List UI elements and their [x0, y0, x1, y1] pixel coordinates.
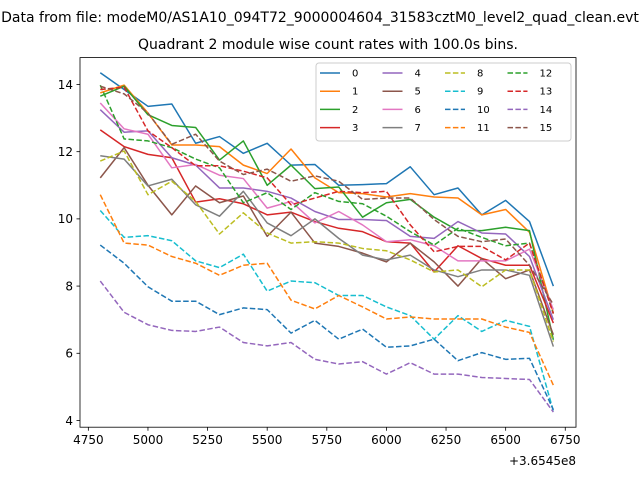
series-line-7	[100, 154, 555, 347]
y-tick-label: 8	[65, 279, 73, 293]
legend-label-8: 8	[477, 69, 483, 80]
y-tick-label: 6	[65, 347, 73, 361]
series-line-3	[99, 129, 555, 324]
legend-label-7: 7	[415, 123, 421, 134]
series-line-15	[100, 85, 554, 305]
legend-box	[315, 62, 572, 142]
y-tick-label: 10	[58, 212, 73, 226]
series-line-4	[99, 109, 555, 320]
x-tick-label: 5500	[252, 433, 283, 447]
legend-label-14: 14	[540, 105, 553, 116]
legend-label-4: 4	[415, 69, 421, 80]
legend-label-1: 1	[352, 87, 358, 98]
legend-label-13: 13	[540, 87, 553, 98]
legend-label-5: 5	[415, 87, 421, 98]
series-line-12	[99, 84, 555, 314]
x-tick-label: 6500	[490, 433, 521, 447]
x-tick-label: 6250	[431, 433, 462, 447]
axes-frame	[79, 57, 577, 428]
series-line-14	[99, 280, 554, 413]
series-line-6	[99, 102, 555, 310]
series-line-13	[100, 86, 555, 314]
legend-label-11: 11	[477, 123, 490, 134]
x-offset-label: +3.6545e8	[509, 454, 576, 468]
series-line-0	[99, 72, 555, 287]
series-line-11	[99, 194, 555, 386]
x-tick-label: 6000	[371, 433, 402, 447]
y-tick-label: 14	[58, 78, 73, 92]
axes-layer: 4750 5000 5250 5500 5750 6000 6250 6500 67504681…	[58, 57, 581, 447]
series-layer	[99, 72, 555, 413]
series-line-1	[100, 84, 555, 314]
legend-label-10: 10	[477, 105, 490, 116]
x-tick-label: 5250	[192, 433, 223, 447]
chart-title: Quadrant 2 module wise count rates with …	[138, 37, 518, 53]
legend-label-15: 15	[540, 123, 553, 134]
series-line-5	[99, 146, 555, 336]
x-tick-label: 6750	[550, 433, 581, 447]
series-line-8	[99, 150, 555, 342]
legend-label-6: 6	[415, 105, 421, 116]
figure-suptitle: Data from file: modeM0/AS1A10_094T72_900…	[1, 10, 639, 26]
y-tick-label: 12	[58, 145, 73, 159]
legend-label-3: 3	[352, 123, 358, 134]
series-line-9	[99, 209, 555, 412]
x-tick-label: 5750	[312, 433, 343, 447]
x-tick-label: 5000	[133, 433, 164, 447]
x-tick-label: 4750	[73, 433, 104, 447]
series-line-10	[99, 244, 555, 411]
legend-label-9: 9	[477, 87, 483, 98]
legend-label-2: 2	[352, 105, 358, 116]
legend-label-12: 12	[540, 69, 553, 80]
y-tick-label: 4	[65, 414, 73, 428]
legend-label-0: 0	[352, 69, 358, 80]
